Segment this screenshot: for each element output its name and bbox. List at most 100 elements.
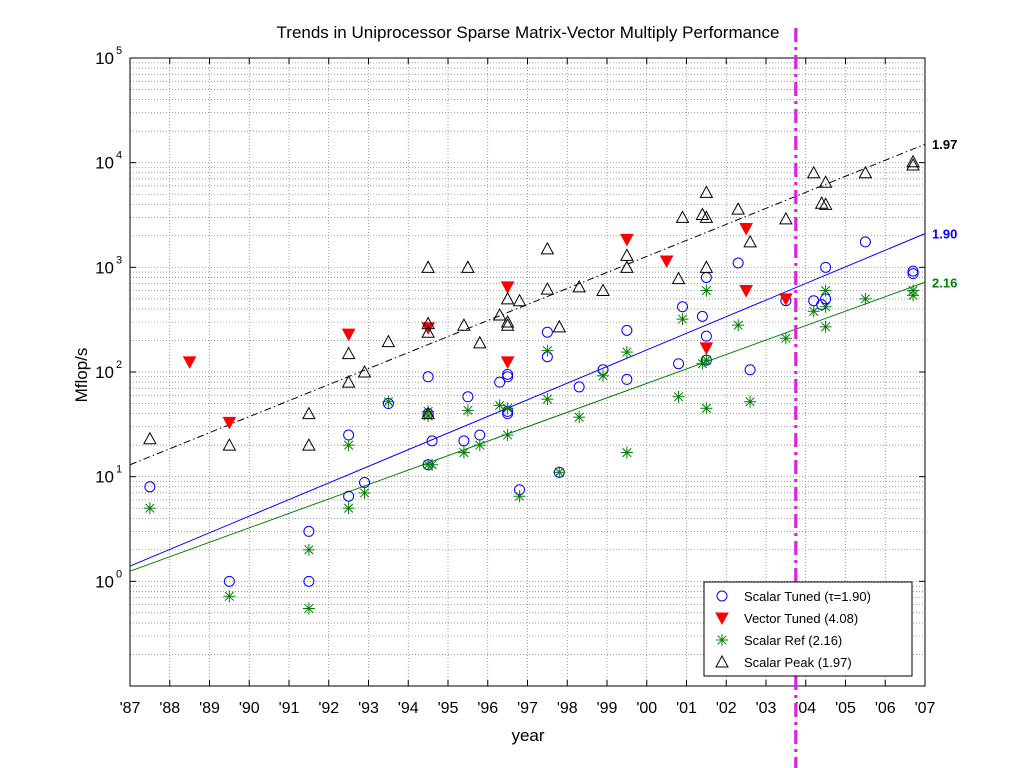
data-point-triangle-up (540, 241, 555, 255)
trend-line (129, 233, 926, 567)
data-point-asterisk (513, 490, 526, 503)
data-point-asterisk (676, 313, 689, 326)
data-point-asterisk (553, 466, 566, 479)
data-point-triangle-up (818, 175, 833, 188)
data-point-triangle-up (357, 364, 372, 378)
data-point-circle (144, 481, 156, 493)
data-point-triangle-up (743, 234, 757, 248)
data-point-triangle-up (906, 157, 920, 171)
data-point-triangle-up (421, 406, 435, 420)
x-tick-label: '89 (199, 700, 220, 717)
data-point-circle (573, 381, 585, 393)
data-point-triangle-up (699, 185, 714, 198)
x-tick-label: '96 (477, 700, 498, 717)
data-point-triangle-up (457, 318, 471, 331)
y-tick-label: 10 (95, 363, 114, 382)
x-tick-label: '00 (636, 700, 657, 717)
data-point-asterisk (732, 319, 745, 332)
data-point-asterisk (358, 486, 371, 499)
data-point-triangle-down (739, 285, 753, 298)
data-point-circle (343, 490, 355, 502)
data-point-circle (744, 364, 756, 376)
legend-entry-label: Scalar Peak (1.97) (744, 655, 852, 670)
y-tick-label: 10 (95, 49, 114, 68)
x-tick-label: '90 (239, 700, 260, 717)
trend-lines: 1.97 1.90 2.16 (129, 137, 957, 572)
data-point-asterisk (501, 429, 514, 442)
trend-line-label: 1.90 (932, 227, 957, 242)
data-point-triangle-up (421, 316, 435, 330)
data-point-triangle-up (572, 279, 587, 293)
data-point-triangle-down (620, 233, 634, 247)
data-point-asterisk (342, 439, 355, 452)
data-point-asterisk (302, 543, 315, 556)
data-point-triangle-up (461, 260, 475, 273)
x-tick-label: '95 (438, 700, 459, 717)
data-point-triangle-up (302, 406, 316, 420)
data-point-circle (820, 261, 832, 273)
data-point-circle (816, 299, 828, 311)
trend-line (129, 143, 926, 466)
data-point-asterisk (493, 399, 506, 412)
data-point-circle (621, 373, 633, 385)
data-point-triangle-down (222, 416, 237, 430)
data-point-circle (462, 391, 474, 403)
data-point-triangle-up (779, 211, 793, 225)
data-point-asterisk (700, 354, 713, 367)
y-tick-label: 10 (95, 468, 114, 487)
data-point-triangle-up (492, 308, 507, 321)
data-point-triangle-up (341, 346, 356, 360)
data-point-asterisk (541, 344, 554, 357)
data-point-asterisk (382, 395, 395, 408)
y-tick-exponent: 1 (116, 464, 122, 476)
data-point-asterisk (302, 602, 315, 615)
x-tick-label: '05 (835, 700, 856, 717)
data-point-asterisk (143, 502, 156, 515)
data-point-asterisk (342, 502, 355, 515)
legend: Scalar Tuned (τ=1.90) Vector Tuned (4.08)… (703, 581, 913, 677)
data-point-asterisk (779, 332, 792, 345)
data-point-triangle-up (715, 654, 729, 668)
data-point-triangle-down (699, 342, 714, 355)
data-point-triangle-up (806, 165, 821, 179)
trend-line-label: 2.16 (932, 275, 957, 290)
data-point-triangle-up (671, 271, 686, 285)
data-point-circle (458, 435, 470, 447)
data-point-triangle-up (906, 154, 920, 168)
x-tick-label: '01 (676, 700, 697, 717)
data-point-triangle-up (472, 335, 487, 349)
y-tick-label: 10 (95, 258, 114, 277)
y-tick-label: 10 (95, 154, 114, 173)
x-tick-label: '02 (716, 700, 737, 717)
x-tick-labels: '87 '88 '89 '90 '91 '92 '93 '94 '95 '96 '97 '98 '99 '… (120, 700, 936, 717)
data-point-triangle-up (421, 260, 435, 273)
data-point-circle (673, 358, 685, 370)
y-tick-exponent: 4 (116, 150, 122, 162)
data-point-asterisk (597, 369, 610, 382)
data-point-triangle-up (143, 431, 157, 445)
data-point-asterisk (457, 446, 470, 459)
data-point-triangle-up (596, 283, 610, 297)
data-point-asterisk (620, 346, 633, 359)
x-tick-label: '07 (915, 700, 936, 717)
data-point-circle (502, 371, 514, 383)
data-point-triangle-up (699, 210, 714, 223)
legend-entry-label: Scalar Ref (2.16) (744, 633, 842, 648)
data-point-asterisk (744, 395, 757, 408)
axis-ticks (129, 57, 926, 686)
data-point-asterisk (859, 292, 872, 305)
data-point-triangle-down (500, 281, 515, 294)
y-tick-exponent: 3 (116, 254, 122, 266)
x-tick-label: '04 (795, 700, 816, 717)
data-point-triangle-up (302, 438, 316, 451)
data-point-triangle-down (739, 222, 753, 236)
y-axis-label: Mflop/s (72, 348, 91, 403)
data-point-triangle-up (540, 282, 555, 295)
minor-grid (130, 62, 925, 655)
data-point-circle (303, 525, 315, 537)
data-point-triangle-down (341, 328, 356, 342)
series-markers (143, 284, 920, 615)
data-point-triangle-down (659, 255, 674, 269)
